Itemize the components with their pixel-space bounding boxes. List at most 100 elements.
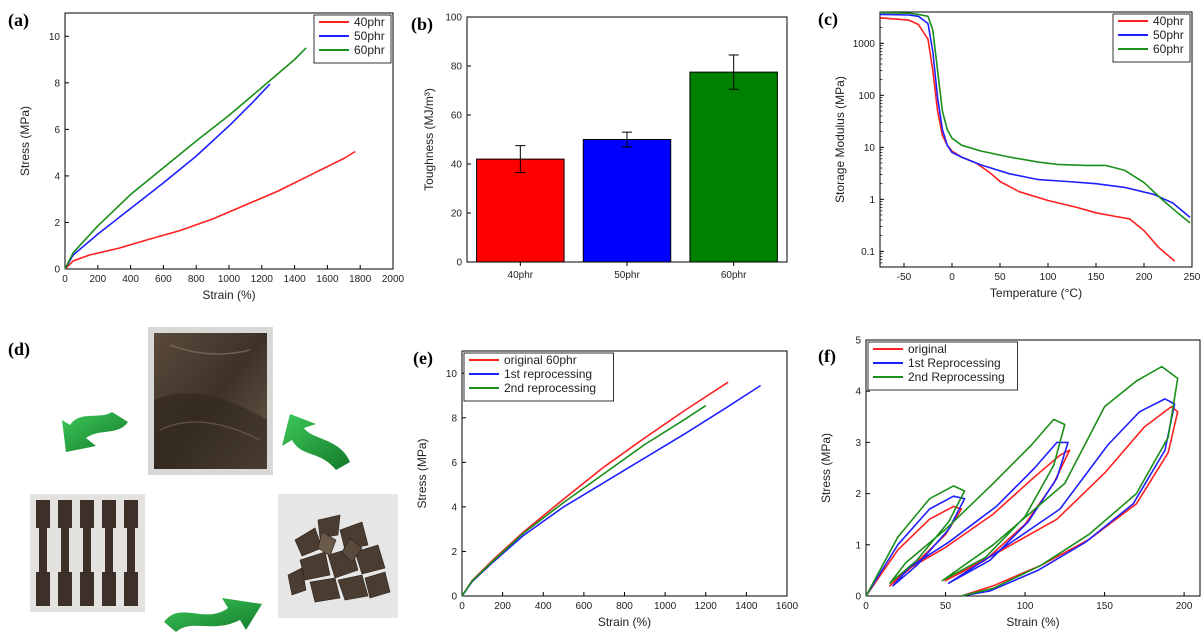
x-tick-label: 200: [494, 601, 511, 612]
x-tick-label: 200: [89, 274, 106, 285]
x-tick-label: 250: [1184, 272, 1201, 283]
series-line-60phr: [879, 11, 1191, 224]
panel-label-b: (b): [411, 14, 433, 35]
x-tick-label: 0: [863, 601, 869, 612]
y-tick-label: 100: [445, 13, 462, 24]
y-tick-label: 0.1: [861, 247, 875, 258]
y-tick-label: 1: [855, 540, 861, 551]
series-line-60phr: [64, 47, 307, 270]
y-tick-label: 10: [49, 32, 61, 43]
legend-entry: 1st Reprocessing: [908, 356, 1001, 370]
y-tick-label: 10: [446, 369, 458, 380]
series-line-original: [865, 405, 1179, 597]
series-line-50phr: [64, 83, 271, 270]
legend-entry: 2nd reprocessing: [504, 381, 596, 395]
y-axis-label: Stress (MPa): [18, 106, 32, 176]
chart-e: (e) 0 2 4 6 8 10 Stress (MPa) 0 200 400 600 800 1000 1…: [413, 348, 799, 629]
y-tick-label: 80: [451, 62, 463, 73]
legend-entry: original 60phr: [504, 353, 577, 367]
x-tick-label: 1000: [218, 274, 241, 285]
panel-label-c: (c): [818, 9, 838, 30]
series-line-2nd-Reprocessing: [865, 365, 1179, 597]
bar-60phr: [689, 71, 778, 263]
x-tick-label: 600: [155, 274, 172, 285]
x-tick-label: 150: [1096, 601, 1113, 612]
x-tick-label: 800: [616, 601, 633, 612]
y-tick-label: 40: [451, 160, 463, 171]
x-tick-label: 200: [1136, 272, 1153, 283]
y-tick-label: 8: [54, 78, 60, 89]
y-tick-label: 8: [451, 413, 457, 424]
x-tick-label: 400: [535, 601, 552, 612]
x-tick-label: 1400: [283, 274, 306, 285]
legend-entry: 50phr: [1153, 28, 1184, 42]
chart-b: (b) 0 20 40 60 80 100 Toughness (MJ/m³) 40phr 50p…: [411, 13, 788, 281]
chart-a: (a) 0 2 4 6 8 10 Stress (MPa) 0 200 400 600 800 1000 1…: [8, 10, 405, 302]
y-tick-label: 4: [54, 171, 60, 182]
x-axis-label: Temperature (°C): [990, 286, 1082, 300]
series-line-original-60phr: [461, 381, 729, 597]
y-tick-label: 20: [451, 209, 463, 220]
y-tick-label: 60: [451, 111, 463, 122]
y-tick-label: 2: [54, 218, 60, 229]
series-line-40phr: [64, 150, 356, 270]
plot-frame: [879, 11, 1193, 268]
legend-entry: 2nd Reprocessing: [908, 370, 1005, 384]
bar-40phr: [476, 158, 565, 263]
x-axis-label: Strain (%): [202, 288, 255, 302]
plot-frame: [865, 339, 1201, 597]
series-line-1st-reprocessing: [461, 384, 762, 597]
x-tick-label: 50: [940, 601, 952, 612]
x-axis-label: Strain (%): [598, 615, 651, 629]
molded-sheet-photo: [148, 327, 273, 475]
x-tick-label: 1600: [316, 274, 339, 285]
series-line-50phr: [879, 13, 1191, 219]
bar-50phr: [582, 139, 672, 263]
x-tick-label: 1800: [349, 274, 372, 285]
panel-label-d: (d): [8, 339, 30, 360]
x-tick-label: 800: [188, 274, 205, 285]
x-tick-label: 1200: [695, 601, 718, 612]
recycle-arrow-top-right: [282, 414, 350, 470]
legend-entry: 1st reprocessing: [504, 367, 592, 381]
x-tick-label: 200: [1176, 601, 1193, 612]
x-tick-label: 0: [459, 601, 465, 612]
x-tick-label: 0: [62, 274, 68, 285]
x-tick-label: -50: [897, 272, 912, 283]
series-line-2nd-reprocessing: [461, 404, 707, 597]
shredded-pieces-photo: [278, 494, 398, 618]
y-tick-label: 4: [451, 502, 457, 513]
panel-label-f: (f): [818, 346, 836, 367]
panel-label-e: (e): [413, 348, 433, 369]
x-axis-label: Strain (%): [1006, 615, 1059, 629]
x-tick-label: 50phr: [614, 270, 640, 281]
y-tick-label: 1000: [853, 39, 876, 50]
panel-label-a: (a): [8, 10, 29, 31]
x-tick-label: 1000: [654, 601, 677, 612]
series-line-1st-Reprocessing: [865, 398, 1176, 597]
y-tick-label: 1: [869, 195, 875, 206]
legend-entry: original: [908, 342, 947, 356]
x-tick-label: 50: [994, 272, 1006, 283]
y-axis-label: Storage Modulus (MPa): [833, 76, 847, 203]
y-axis-label: Stress (MPa): [415, 438, 429, 508]
y-tick-label: 0: [451, 592, 457, 603]
y-tick-label: 3: [855, 438, 861, 449]
y-tick-label: 2: [855, 489, 861, 500]
legend-entry: 40phr: [1153, 14, 1184, 28]
y-tick-label: 100: [858, 91, 875, 102]
x-tick-label: 1600: [776, 601, 799, 612]
y-tick-label: 4: [855, 387, 861, 398]
recycle-arrow-bottom: [164, 598, 262, 632]
dumbbell-specimens-photo: [30, 494, 145, 612]
y-tick-label: 10: [864, 143, 876, 154]
panel-d: (d): [8, 327, 398, 632]
x-tick-label: 40phr: [508, 270, 534, 281]
y-tick-label: 0: [54, 265, 60, 276]
chart-c: (c) 0.1 1 10 100 1000 Storage Modulus (MPa) -50…: [818, 9, 1201, 300]
y-tick-label: 6: [451, 458, 457, 469]
